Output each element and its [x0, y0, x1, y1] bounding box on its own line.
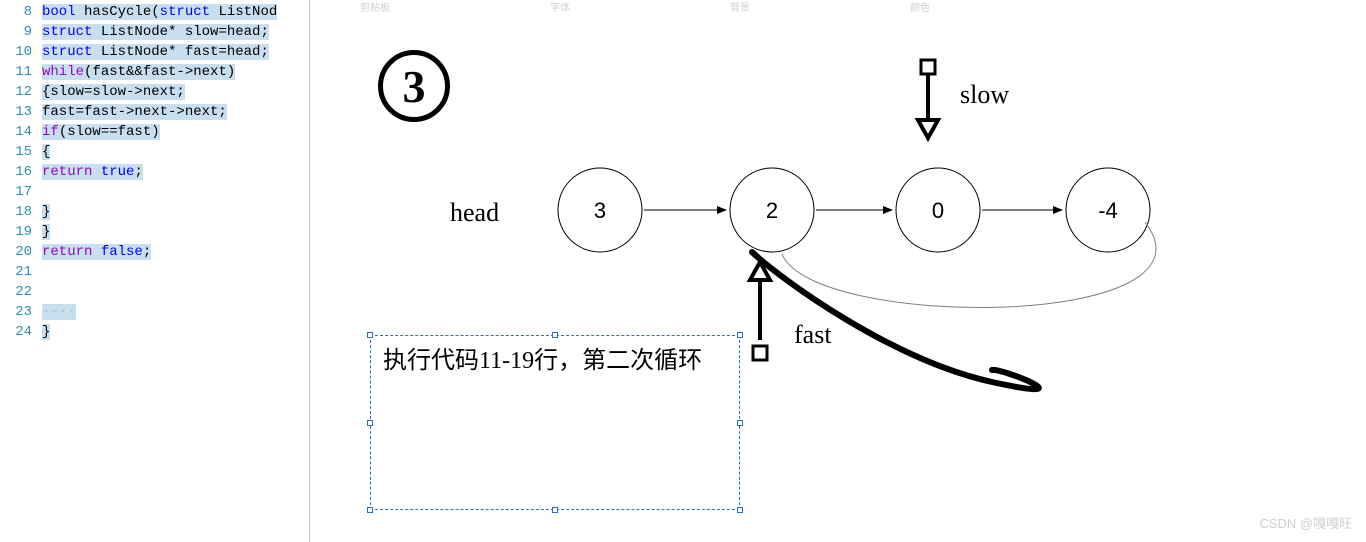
code-text: struct ListNode* slow=head; — [42, 22, 309, 42]
code-line[interactable]: 12{slow=slow->next; — [0, 82, 309, 102]
head-label: head — [450, 198, 499, 228]
code-text: } — [42, 202, 309, 222]
code-line[interactable]: 15{ — [0, 142, 309, 162]
line-number: 10 — [0, 42, 42, 62]
line-number: 18 — [0, 202, 42, 222]
line-number: 20 — [0, 242, 42, 262]
code-line[interactable]: 24} — [0, 322, 309, 342]
code-line[interactable]: 16return true; — [0, 162, 309, 182]
code-line[interactable]: 10struct ListNode* fast=head; — [0, 42, 309, 62]
code-text: struct ListNode* fast=head; — [42, 42, 309, 62]
line-number: 11 — [0, 62, 42, 82]
line-number: 21 — [0, 262, 42, 282]
diagram-pane: 剪贴板 字体 背景 颜色 3 320-4 head slow fast 执行代码… — [310, 0, 1366, 542]
svg-text:2: 2 — [766, 198, 778, 223]
code-editor-pane: 8bool hasCycle(struct ListNod9struct Lis… — [0, 0, 310, 542]
line-number: 24 — [0, 322, 42, 342]
code-text: return false; — [42, 242, 309, 262]
code-line[interactable]: 13fast=fast->next->next; — [0, 102, 309, 122]
line-number: 16 — [0, 162, 42, 182]
code-text: { — [42, 142, 309, 162]
code-line[interactable]: 9struct ListNode* slow=head; — [0, 22, 309, 42]
code-line[interactable]: 8bool hasCycle(struct ListNod — [0, 2, 309, 22]
line-number: 14 — [0, 122, 42, 142]
line-number: 15 — [0, 142, 42, 162]
resize-handle[interactable] — [367, 332, 373, 338]
line-number: 23 — [0, 302, 42, 322]
code-text: if(slow==fast) — [42, 122, 309, 142]
code-text: bool hasCycle(struct ListNod — [42, 2, 309, 22]
line-number: 9 — [0, 22, 42, 42]
line-number: 19 — [0, 222, 42, 242]
code-text: return true; — [42, 162, 309, 182]
resize-handle[interactable] — [737, 420, 743, 426]
resize-handle[interactable] — [367, 420, 373, 426]
svg-text:3: 3 — [594, 198, 606, 223]
annotation-textbox[interactable]: 执行代码11-19行，第二次循环 — [370, 335, 740, 510]
code-text: while(fast&&fast->next) — [42, 62, 309, 82]
resize-handle[interactable] — [552, 507, 558, 513]
code-line[interactable]: 17 — [0, 182, 309, 202]
line-number: 22 — [0, 282, 42, 302]
code-text: } — [42, 222, 309, 242]
svg-text:-4: -4 — [1098, 198, 1118, 223]
annotation-text: 执行代码11-19行，第二次循环 — [383, 348, 702, 374]
code-line[interactable]: 22 — [0, 282, 309, 302]
resize-handle[interactable] — [552, 332, 558, 338]
code-line[interactable]: 21 — [0, 262, 309, 282]
code-text: {slow=slow->next; — [42, 82, 309, 102]
svg-text:0: 0 — [932, 198, 944, 223]
fast-label: fast — [794, 320, 832, 350]
resize-handle[interactable] — [737, 507, 743, 513]
watermark: CSDN @嘎嘎旺 — [1259, 513, 1352, 532]
code-line[interactable]: 18} — [0, 202, 309, 222]
resize-handle[interactable] — [737, 332, 743, 338]
resize-handle[interactable] — [367, 507, 373, 513]
code-text: } — [42, 322, 309, 342]
line-number: 12 — [0, 82, 42, 102]
line-number: 8 — [0, 2, 42, 22]
slow-label: slow — [960, 80, 1009, 110]
code-text: ···· — [42, 302, 309, 322]
code-line[interactable]: 20return false; — [0, 242, 309, 262]
line-number: 13 — [0, 102, 42, 122]
line-number: 17 — [0, 182, 42, 202]
code-line[interactable]: 14if(slow==fast) — [0, 122, 309, 142]
code-line[interactable]: 23···· — [0, 302, 309, 322]
code-line[interactable]: 19} — [0, 222, 309, 242]
code-text: fast=fast->next->next; — [42, 102, 309, 122]
code-line[interactable]: 11while(fast&&fast->next) — [0, 62, 309, 82]
